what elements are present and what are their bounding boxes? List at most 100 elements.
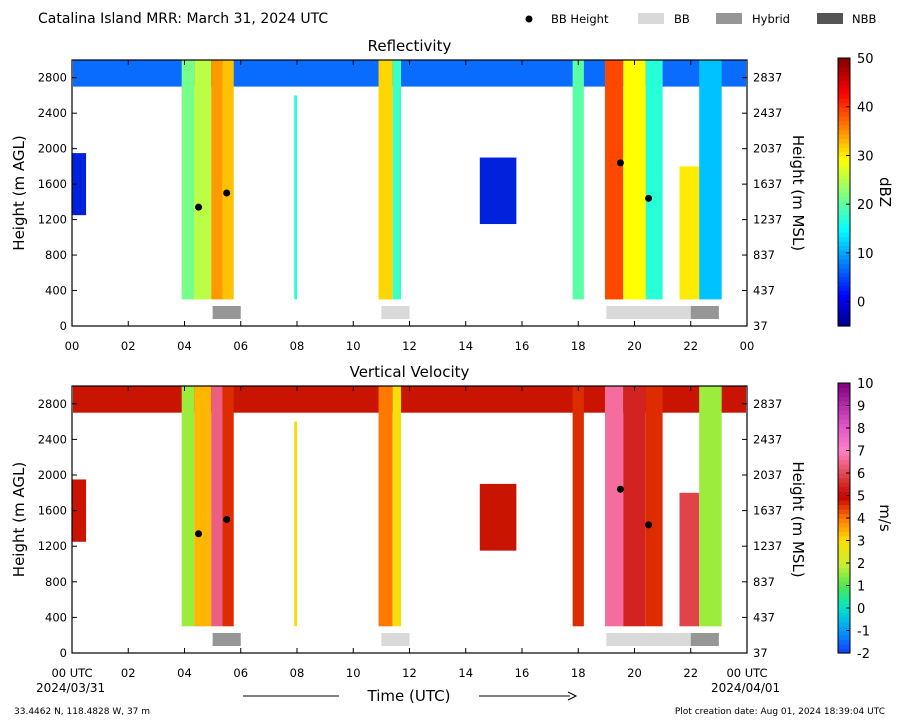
colorbar-segment	[838, 491, 850, 497]
colorbar-segment	[838, 276, 850, 282]
echo-patch	[72, 153, 87, 216]
colorbar-segment	[838, 165, 850, 171]
location-text: 33.4462 N, 118.4828 W, 37 m	[14, 707, 150, 717]
legend-label: BB	[674, 12, 690, 26]
colorbar-segment	[838, 160, 850, 166]
legend-label: Hybrid	[752, 12, 790, 26]
colorbar-segment	[838, 392, 850, 398]
colorbar-tick-label: 6	[857, 467, 865, 482]
colorbar-segment	[838, 254, 850, 260]
colorbar-segment	[838, 509, 850, 515]
x-tick-label: 10	[346, 666, 361, 680]
colorbar-segment	[838, 414, 850, 420]
colorbar-segment	[838, 227, 850, 233]
colorbar-segment	[838, 500, 850, 506]
colorbar-segment	[838, 639, 850, 645]
colorbar-segment	[838, 486, 850, 492]
colorbar-tick-label: 2	[857, 557, 865, 572]
echo-column	[378, 386, 393, 627]
colorbar-segment	[838, 477, 850, 483]
colorbar-segment	[838, 630, 850, 636]
bb-height-point	[616, 485, 624, 493]
y-axis-label-right: Height (m MSL)	[789, 461, 807, 577]
colorbar-segment	[838, 183, 850, 189]
x-tick-label: 18	[571, 666, 586, 680]
echo-column	[181, 60, 195, 300]
bb-height-point	[645, 521, 653, 529]
y-tick-label: 2000	[38, 468, 67, 482]
legend-swatch-hybrid	[716, 13, 742, 24]
y-tick-label-right: 37	[753, 646, 768, 660]
y-tick-label: 800	[45, 248, 67, 262]
colorbar-tick-label: 10	[857, 377, 874, 392]
x-tick-label: 20	[627, 339, 642, 353]
y-tick-label: 1600	[38, 504, 67, 518]
colorbar-segment	[838, 518, 850, 524]
colorbar-tick-label: 0	[857, 602, 865, 617]
echo-column	[699, 60, 722, 300]
colorbar-segment	[838, 169, 850, 175]
colorbar-segment	[838, 464, 850, 470]
colorbar-tick-label: 8	[857, 422, 865, 437]
colorbar-tick-label: 20	[857, 198, 874, 213]
y-tick-label: 2400	[38, 432, 67, 446]
colorbar-segment	[838, 138, 850, 144]
colorbar-segment	[838, 585, 850, 591]
colorbar-segment	[838, 66, 850, 72]
colorbar-segment	[838, 281, 850, 287]
bb-type-bar	[381, 633, 410, 646]
echo-column	[572, 386, 584, 627]
colorbar-segment	[838, 200, 850, 206]
panel-title: Reflectivity	[368, 37, 452, 55]
legend-swatch-nbb	[817, 13, 843, 24]
colorbar-segment	[838, 312, 850, 318]
colorbar-segment	[838, 218, 850, 224]
x-tick-label: 12	[402, 339, 417, 353]
x-tick-label: 10	[346, 339, 361, 353]
colorbar-segment	[838, 147, 850, 153]
colorbar-segment	[838, 125, 850, 131]
x-tick-label: 06	[233, 666, 248, 680]
x-tick-label: 00	[740, 339, 755, 353]
x-tick-label: 16	[515, 666, 530, 680]
y-tick-label: 1200	[38, 539, 67, 553]
colorbar-segment	[838, 468, 850, 474]
colorbar-segment	[838, 187, 850, 193]
legend: BB Height BB Hybrid NBB	[525, 12, 876, 26]
colorbar-segment	[838, 250, 850, 256]
y-tick-label-right: 37	[753, 319, 768, 333]
colorbar-segment	[838, 527, 850, 533]
echo-column	[604, 60, 624, 300]
x-tick-label: 04	[177, 339, 192, 353]
bb-height-point	[616, 159, 624, 167]
colorbar-segment	[838, 294, 850, 300]
echo-column	[392, 386, 402, 627]
colorbar-segment	[838, 423, 850, 429]
bb-type-bar	[606, 633, 691, 646]
bb-type-bar	[690, 633, 719, 646]
bb-height-point	[223, 189, 231, 197]
x-tick-label: 02	[121, 666, 136, 680]
x-tick-label: 02	[121, 339, 136, 353]
colorbar-segment	[838, 111, 850, 117]
colorbar-segment	[838, 192, 850, 198]
colorbar-segment	[838, 290, 850, 296]
colorbar-segment	[838, 223, 850, 229]
y-tick-label-right: 1637	[753, 504, 782, 518]
colorbar-segment	[838, 156, 850, 162]
y-tick-label-right: 1237	[753, 539, 782, 553]
colorbar-segment	[838, 540, 850, 546]
y-tick-label-right: 2037	[753, 468, 782, 482]
echo-column	[392, 60, 402, 300]
echo-column	[194, 386, 212, 627]
colorbar-segment	[838, 531, 850, 537]
colorbar-segment	[838, 236, 850, 242]
y-tick-label-right: 2437	[753, 432, 782, 446]
x-tick-label: 04	[177, 666, 192, 680]
colorbar-segment	[838, 446, 850, 452]
colorbar-segment	[838, 504, 850, 510]
bb-type-bar	[212, 306, 241, 319]
colorbar-segment	[838, 303, 850, 309]
colorbar-segment	[838, 98, 850, 104]
colorbar-tick-label: -2	[857, 647, 870, 662]
